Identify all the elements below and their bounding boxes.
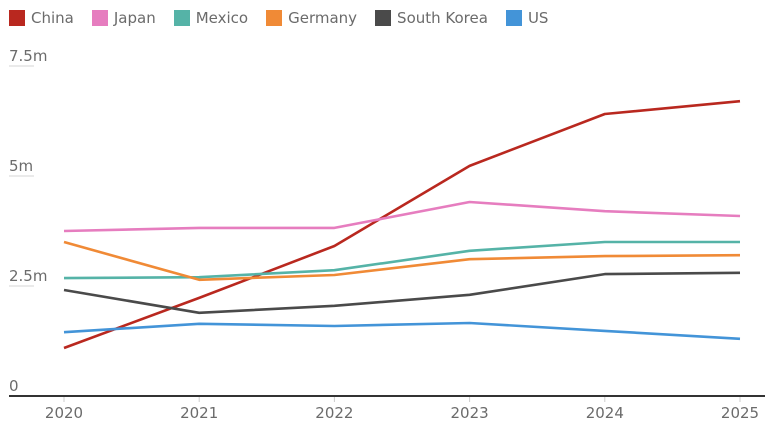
series-line-china (63, 99, 741, 350)
series-line-japan (63, 200, 741, 233)
x-tick-label: 2023 (451, 404, 489, 422)
legend: China Japan Mexico Germany South Korea US (9, 7, 566, 29)
series-line-mexico (63, 240, 740, 280)
x-tick-label: 2022 (315, 404, 353, 422)
legend-label: US (527, 9, 549, 27)
series-line-south-korea (63, 271, 741, 315)
x-tick-label: 2025 (721, 404, 759, 422)
legend-item-south-korea: South Korea (375, 9, 488, 27)
y-tick-label: 0 (9, 377, 19, 395)
y-tick-label: 7.5m (9, 47, 47, 65)
x-tick-label: 2024 (586, 404, 624, 422)
legend-label: Germany (288, 9, 358, 27)
legend-label: China (31, 9, 74, 27)
series-line-germany (63, 240, 741, 282)
series-line-us (63, 321, 741, 341)
legend-label: South Korea (397, 9, 488, 27)
legend-item-germany: Germany (266, 9, 357, 27)
x-tick-label: 2021 (180, 404, 218, 422)
legend-swatch (173, 10, 190, 26)
legend-item-china: China (9, 9, 74, 27)
legend-swatch (91, 10, 108, 26)
legend-item-mexico: Mexico (173, 9, 249, 27)
legend-swatch (266, 10, 283, 26)
legend-swatch (9, 10, 25, 26)
legend-item-us: US (505, 9, 549, 27)
y-tick-label: 5m (9, 157, 33, 175)
legend-swatch (375, 10, 392, 26)
x-tick-label: 2020 (45, 404, 83, 422)
legend-label: Japan (113, 9, 156, 27)
y-tick-label: 2.5m (9, 267, 47, 285)
legend-swatch (505, 10, 522, 26)
legend-label: Mexico (195, 9, 249, 27)
legend-item-japan: Japan (91, 9, 156, 27)
